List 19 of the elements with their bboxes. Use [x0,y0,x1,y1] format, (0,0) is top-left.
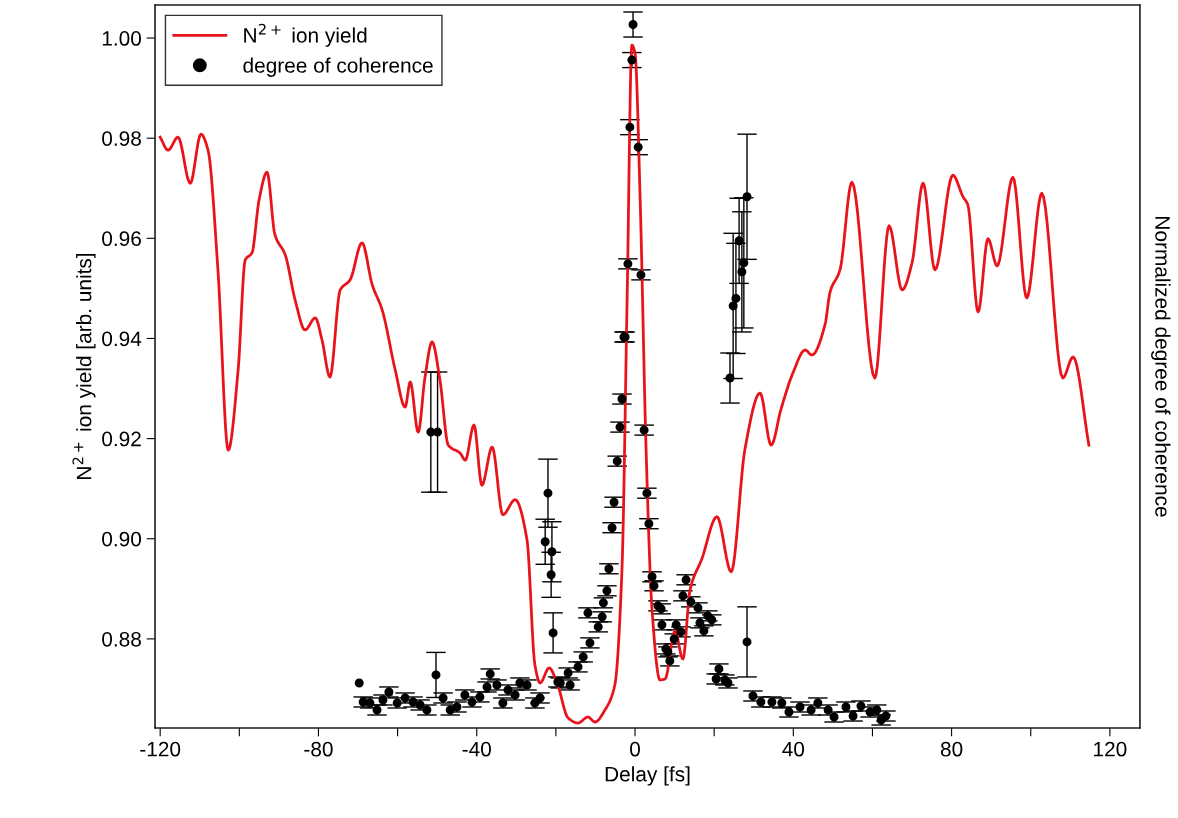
y-axis-title: N$^{2+}$ ion yield [arb. units] [72,253,96,479]
y-tick-label: 0.92 [102,431,141,447]
legend-label: degree of coherence [243,57,433,77]
y-tick-label: 1.00 [102,31,142,46]
x-axis-title: Delay [fs] [605,766,690,786]
y-tick-label: 0.88 [102,631,141,647]
y-tick-label: 0.90 [102,531,142,547]
y-tick-label: 0.98 [102,131,141,146]
y-tick-label: 0.94 [102,331,142,347]
x-tick-label: 40 [782,741,805,757]
legend-label: N$^{2+}$ ion yield [244,23,367,47]
x-tick-label: -120 [140,741,181,757]
x-tick-label: 0 [630,741,640,757]
x-tick-label: -40 [462,741,491,757]
x-tick-label: 120 [1094,741,1127,757]
y2-axis-title: Normalized degree of coherence [1151,217,1171,517]
x-tick-label: -80 [304,741,333,757]
x-tick-label: 80 [940,741,963,757]
y-tick-label: 0.96 [102,231,141,247]
